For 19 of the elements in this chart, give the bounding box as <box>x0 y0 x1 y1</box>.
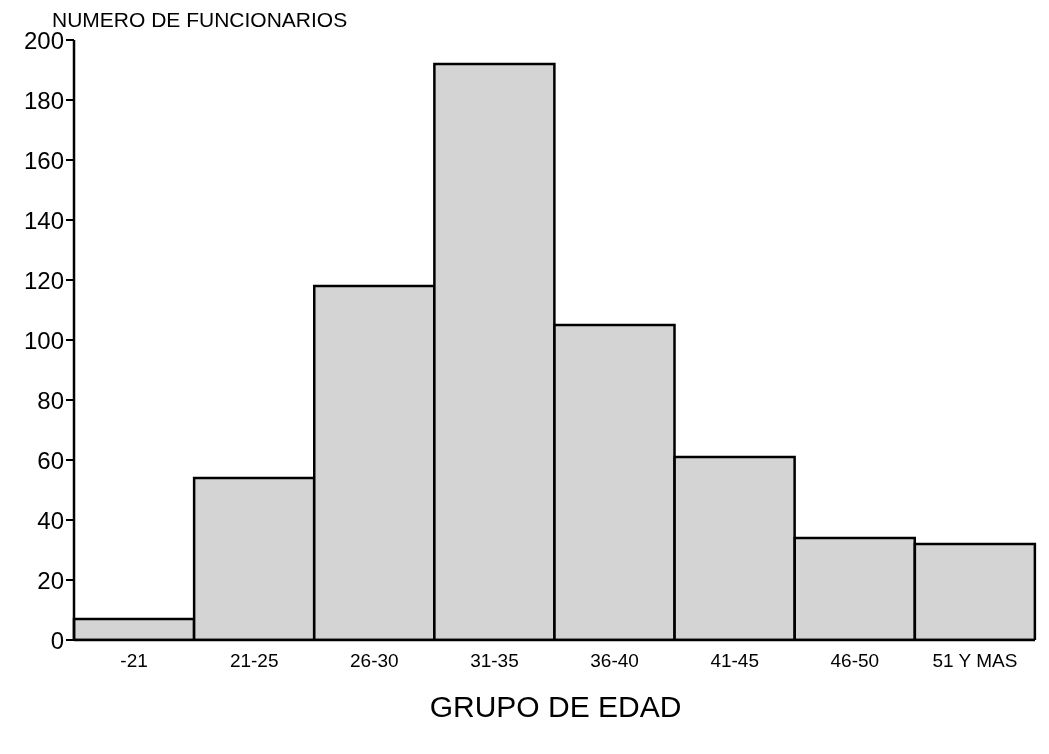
y-tick-label: 40 <box>37 506 64 534</box>
x-tick-label: 46-50 <box>830 650 880 672</box>
y-tick-label: 80 <box>37 386 64 414</box>
y-tick-label: 140 <box>23 206 64 234</box>
x-tick-label: 26-30 <box>350 650 399 672</box>
y-tick-label: 100 <box>23 326 64 354</box>
y-tick-label: 60 <box>37 446 64 474</box>
x-tick-label: 41-45 <box>710 650 759 672</box>
y-tick-label: 160 <box>23 146 64 174</box>
x-tick-label: 36-40 <box>590 650 639 672</box>
y-tick-label: 120 <box>23 266 64 294</box>
x-tick-label: 31-35 <box>470 650 519 672</box>
x-tick-label: 21-25 <box>229 650 279 672</box>
x-tick-label: 51 Y MAS <box>932 650 1018 672</box>
x-axis-title: GRUPO DE EDAD <box>428 690 683 724</box>
y-tick-label: 20 <box>37 566 64 594</box>
y-tick-label: 0 <box>50 626 64 654</box>
y-tick-label: 180 <box>23 86 64 114</box>
x-tick-label: -21 <box>120 650 148 672</box>
